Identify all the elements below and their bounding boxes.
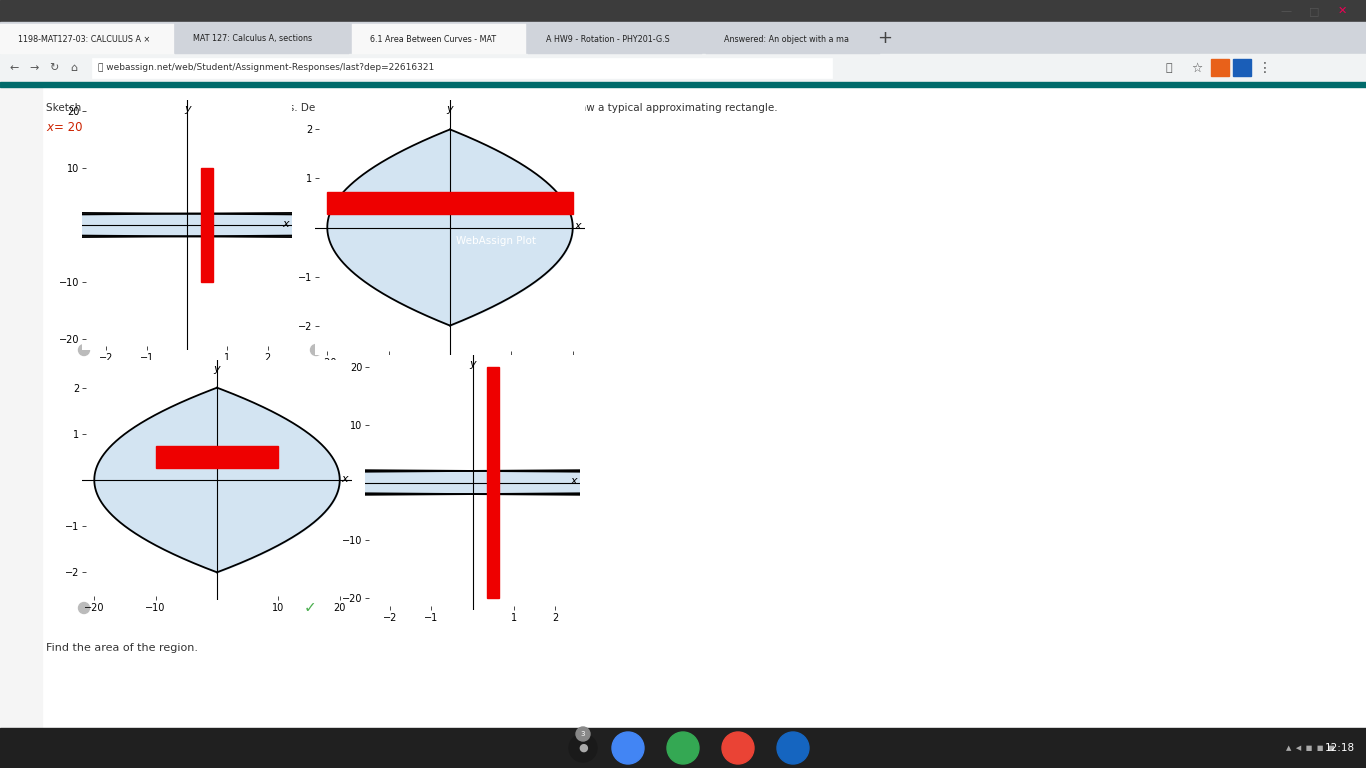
Bar [352, 24, 526, 54]
Text: 2: 2 [193, 124, 197, 133]
Text: 12:18: 12:18 [1325, 743, 1355, 753]
Circle shape [723, 732, 754, 764]
Text: 3: 3 [581, 731, 585, 737]
Text: →: → [29, 63, 38, 73]
Circle shape [667, 732, 699, 764]
Text: 2: 2 [120, 124, 126, 133]
Bar [529, 24, 702, 54]
Bar [92, 58, 832, 78]
Text: y: y [213, 363, 220, 373]
Bar [0, 82, 1366, 87]
Bar [0, 22, 1366, 54]
Text: ,   x = 5y: , x = 5y [126, 121, 180, 134]
Circle shape [78, 345, 90, 356]
Bar [156, 446, 279, 468]
Bar [0, 82, 1366, 768]
Text: 🔒 webassign.net/web/Student/Assignment-Responses/last?dep=22616321: 🔒 webassign.net/web/Student/Assignment-R… [98, 64, 434, 72]
Text: ●: ● [578, 743, 587, 753]
Text: ←: ← [10, 63, 19, 73]
Text: ⋮: ⋮ [1258, 61, 1272, 75]
Text: ✕: ✕ [1337, 6, 1347, 16]
Text: x: x [46, 121, 53, 134]
Text: x: x [574, 221, 581, 231]
Text: − 20: − 20 [198, 121, 227, 134]
Bar [0, 87, 42, 768]
Text: A HW9 - Rotation - PHY201-G.S: A HW9 - Rotation - PHY201-G.S [546, 35, 672, 44]
Text: ▲  ◀  ■  ■  ■: ▲ ◀ ■ ■ ■ [1285, 745, 1335, 751]
Text: +: + [877, 29, 892, 47]
Text: y: y [445, 104, 452, 114]
Text: = 20 − 5y: = 20 − 5y [55, 121, 115, 134]
Text: 6.1 Area Between Curves - MAT: 6.1 Area Between Curves - MAT [370, 35, 499, 44]
Bar [0, 728, 1366, 768]
Bar [328, 191, 572, 214]
Text: □: □ [1309, 6, 1320, 16]
Text: —: — [1280, 6, 1292, 16]
Circle shape [576, 727, 590, 741]
Circle shape [777, 732, 809, 764]
Bar [1233, 59, 1251, 76]
Bar [201, 168, 213, 282]
Text: x: x [570, 476, 576, 486]
Text: ↻: ↻ [49, 63, 59, 73]
Circle shape [78, 603, 90, 614]
Bar [0, 24, 173, 54]
Text: y: y [184, 104, 190, 114]
Circle shape [570, 734, 597, 762]
Text: y: y [470, 359, 475, 369]
Text: Sketch the region enclosed by the given curves. Decide whether to integrate with: Sketch the region enclosed by the given … [46, 103, 777, 113]
Text: ⌂: ⌂ [71, 63, 78, 73]
Bar [0, 0, 1366, 22]
Text: x: x [342, 474, 348, 484]
Bar [706, 24, 880, 54]
Text: WebAssign Plot: WebAssign Plot [456, 236, 537, 246]
Text: Answered: An object with a ma: Answered: An object with a ma [724, 35, 851, 44]
Text: 🔍: 🔍 [1167, 63, 1172, 73]
Text: Find the area of the region.: Find the area of the region. [46, 643, 198, 653]
Text: ☆: ☆ [1191, 61, 1202, 74]
Bar [488, 366, 499, 598]
Circle shape [612, 732, 643, 764]
Bar [0, 54, 1366, 82]
Bar [175, 24, 348, 54]
Circle shape [310, 345, 321, 356]
Text: x: x [283, 219, 288, 229]
Bar [1212, 59, 1229, 76]
Text: 1198-MAT127-03: CALCULUS A ×: 1198-MAT127-03: CALCULUS A × [18, 35, 150, 44]
Text: ✓: ✓ [303, 601, 317, 615]
Text: MAT 127: Calculus A, sections: MAT 127: Calculus A, sections [193, 35, 314, 44]
Bar [46, 651, 122, 673]
